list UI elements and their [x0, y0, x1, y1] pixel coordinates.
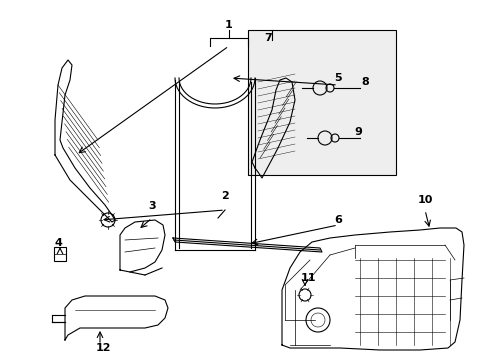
- Text: 11: 11: [300, 273, 315, 283]
- Text: 2: 2: [221, 191, 228, 201]
- Text: 12: 12: [95, 343, 110, 353]
- Bar: [54, 247, 66, 261]
- Text: 6: 6: [333, 215, 341, 225]
- Text: 8: 8: [360, 77, 368, 87]
- Text: 4: 4: [54, 238, 62, 248]
- Bar: [247, 30, 395, 175]
- Text: 7: 7: [264, 33, 271, 43]
- Text: 1: 1: [224, 20, 232, 30]
- Text: 9: 9: [353, 127, 361, 137]
- Text: 10: 10: [416, 195, 432, 205]
- Text: 3: 3: [148, 201, 156, 211]
- Text: 5: 5: [333, 73, 341, 83]
